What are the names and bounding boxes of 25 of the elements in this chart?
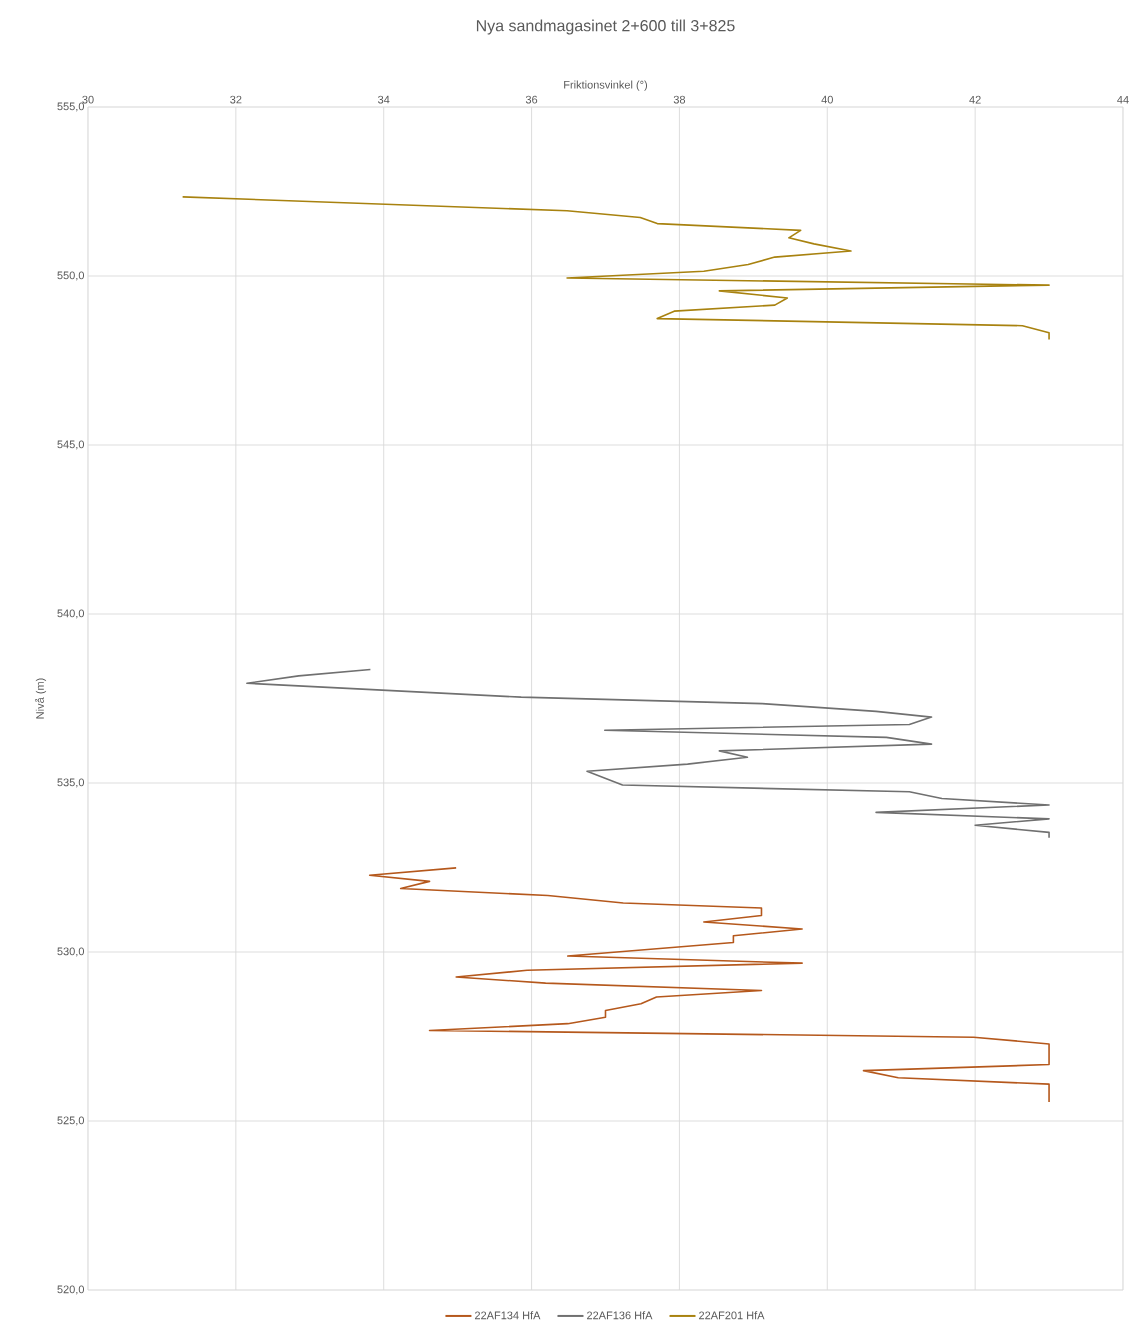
x-tick-label: 40 xyxy=(821,95,833,104)
x-tick-label: 44 xyxy=(1117,95,1129,104)
line-series xyxy=(246,668,1050,839)
line-series xyxy=(181,196,1050,341)
x-tick-label: 38 xyxy=(673,95,686,104)
legend-label: 22AF136 HfA xyxy=(587,1311,653,1320)
y-tick-label: 520,0 xyxy=(57,1285,85,1295)
x-axis-title: Friktionsvinkel (°) xyxy=(564,80,648,91)
y-tick-label: 535,0 xyxy=(57,778,85,788)
line-series xyxy=(368,867,1050,1103)
y-tick-label: 540,0 xyxy=(57,609,85,619)
x-tick-label: 36 xyxy=(525,95,538,104)
y-tick-label: 525,0 xyxy=(57,1116,85,1126)
x-tick-label: 42 xyxy=(969,95,981,104)
x-tick-label: 30 xyxy=(82,95,94,104)
legend-label: 22AF134 HfA xyxy=(474,1311,541,1320)
y-tick-label: 530,0 xyxy=(57,947,85,957)
x-tick-label: 32 xyxy=(230,95,242,104)
y-axis-title: Nivå (m) xyxy=(34,678,47,719)
x-tick-label: 34 xyxy=(378,95,390,104)
legend-label: 22AF201 HfA xyxy=(699,1311,765,1320)
y-tick-label: 555,0 xyxy=(57,102,85,112)
chart-title: Nya sandmagasinet 2+600 till 3+825 xyxy=(476,19,735,35)
y-tick-label: 550,0 xyxy=(57,271,85,281)
y-tick-label: 545,0 xyxy=(57,440,85,450)
